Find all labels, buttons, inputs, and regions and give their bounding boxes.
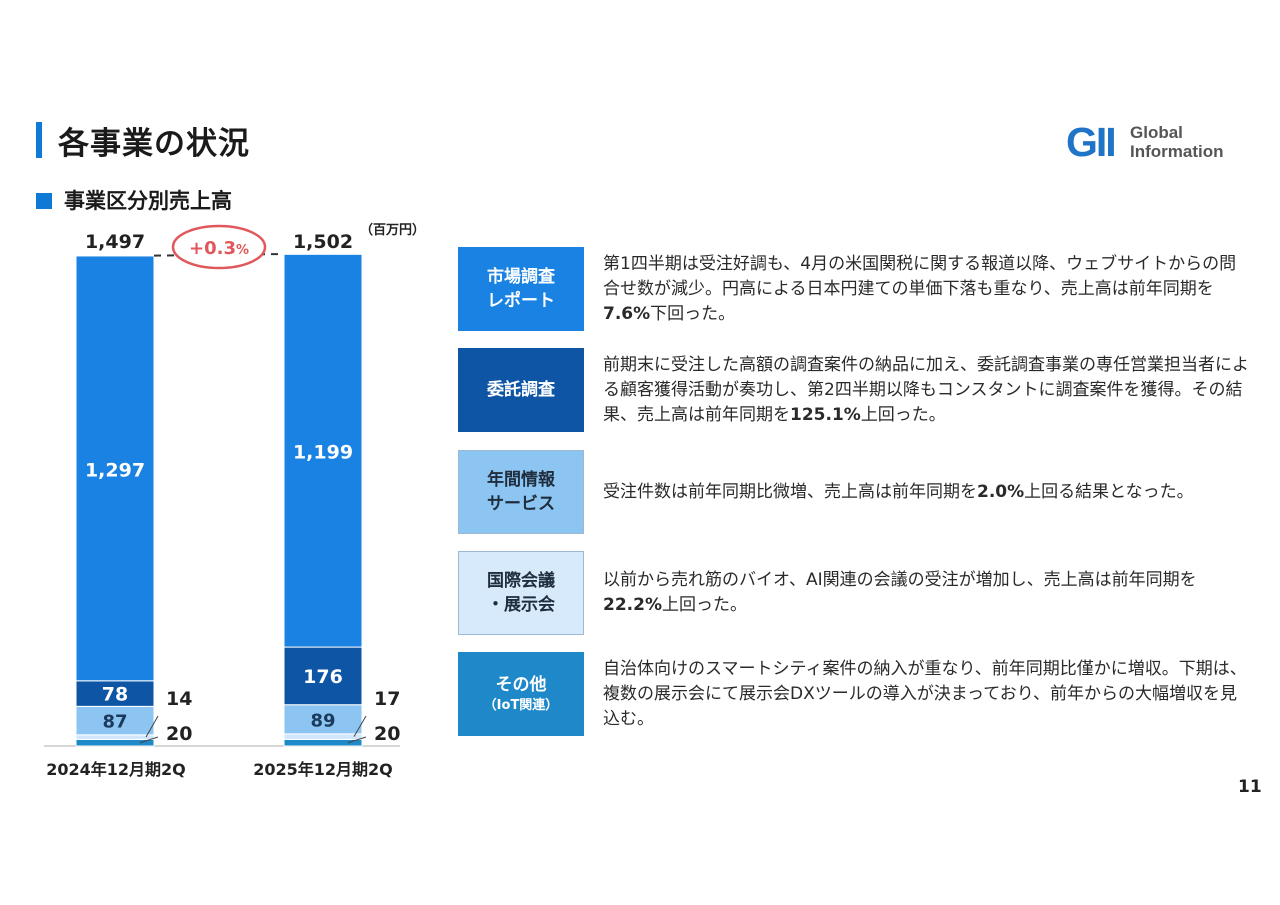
description-text: 上回った。 — [860, 404, 946, 425]
stacked-bar-chart: 1,297 78 87 14 20 1,497 2024年12月期2Q 1,199 176 89 1… — [44, 224, 400, 779]
bar-segment-0-4 — [75, 255, 155, 682]
segment-description-2: 受注件数は前年同期比微増、売上高は前年同期を2.0%上回る結果となった。 — [603, 480, 1253, 505]
segment-description-1: 前期末に受注した高額の調査案件の納品に加え、委託調査事業の専任営業担当者による顧… — [603, 353, 1253, 428]
segment-label-line: 委託調査 — [487, 380, 555, 400]
bar-segment-0-1 — [75, 734, 155, 740]
highlight-figure: 7.6% — [603, 303, 651, 324]
leader-line-0-1 — [145, 715, 159, 738]
segment-box-4: その他 （IoT関連） — [458, 652, 584, 736]
value-label-1-2: 89 — [310, 710, 335, 731]
description-text: 受注件数は前年同期比微増、売上高は前年同期を — [603, 481, 977, 502]
value-label-1-0: 20 — [374, 723, 400, 745]
bar-segment-0-2 — [75, 705, 155, 736]
segment-label-line: 市場調査 — [487, 267, 555, 287]
bar-segment-1-2 — [283, 704, 363, 735]
segment-sublabel: （IoT関連） — [483, 698, 559, 713]
title-accent-bar — [36, 122, 42, 158]
category-label-0: 2024年12月期2Q — [46, 760, 186, 779]
value-label-0-0: 20 — [166, 723, 192, 745]
bar-segment-1-3 — [283, 646, 363, 706]
change-ellipse — [171, 224, 267, 270]
value-label-0-4: 1,297 — [85, 459, 145, 481]
segment-description-0: 第1四半期は受注好調も、4月の米国関税に関する報道以降、ウェブサイトからの問合せ… — [603, 252, 1253, 327]
value-label-0-2: 87 — [102, 712, 127, 733]
segment-label-2: 年間情報 サービス — [487, 468, 555, 516]
company-logo: GII Global Information — [1066, 120, 1238, 164]
change-value: +0.3 — [189, 238, 236, 259]
segment-description-3: 以前から売れ筋のバイオ、AI関連の会議の受注が増加し、売上高は前年同期を 22.2… — [603, 568, 1253, 618]
section-marker-square — [36, 193, 52, 209]
segment-box-0: 市場調査 レポート — [458, 247, 584, 331]
description-text: 前期末に受注した高額の調査案件の納品に加え、委託調査事業の専任営業担当者による顧… — [603, 354, 1249, 425]
leader-line-1-0 — [347, 736, 367, 744]
segment-label-line: レポート — [487, 291, 555, 311]
segment-box-3: 国際会議 ・展示会 — [458, 551, 584, 635]
change-label: +0.3% — [189, 238, 249, 259]
segment-label-line: その他 — [495, 675, 547, 695]
segment-label-0: 市場調査 レポート — [487, 265, 555, 313]
total-label-1: 1,502 — [293, 231, 353, 253]
segment-label-3: 国際会議 ・展示会 — [487, 569, 555, 617]
description-text: 第1四半期は受注好調も、4月の米国関税に関する報道以降、ウェブサイトからの問合せ… — [603, 253, 1237, 299]
bar-segment-0-3 — [75, 680, 155, 707]
page-number: 11 — [1238, 777, 1262, 797]
value-label-1-4: 1,199 — [293, 442, 353, 464]
logo-wordmark: Global Information — [1130, 123, 1224, 161]
logo-line-1: Global — [1130, 123, 1183, 142]
value-label-0-1: 14 — [166, 688, 192, 710]
highlight-figure: 125.1% — [790, 404, 861, 425]
segment-label-line: サービス — [487, 494, 555, 514]
section-title: 事業区分別売上高 — [64, 189, 232, 213]
segment-label-line: 年間情報 — [487, 470, 555, 490]
segment-label-line: ・展示会 — [487, 595, 555, 615]
value-label-1-3: 176 — [303, 666, 343, 688]
bar-segment-0-0 — [75, 738, 155, 747]
leader-line-1-1 — [353, 715, 367, 737]
highlight-figure: 2.0% — [977, 481, 1025, 502]
segment-box-1: 委託調査 — [458, 348, 584, 432]
category-label-1: 2025年12月期2Q — [253, 760, 393, 779]
description-text: 上回った。 — [661, 595, 747, 615]
page-title: 各事業の状況 — [58, 126, 250, 162]
bar-segment-1-4 — [283, 253, 363, 648]
segment-label-line: 国際会議 — [487, 571, 555, 591]
unit-label: （百万円） — [360, 223, 426, 238]
segment-box-2: 年間情報 サービス — [458, 450, 584, 534]
leader-line-0-0 — [139, 736, 159, 744]
highlight-figure: 22.2% — [603, 595, 662, 615]
segment-label-1: 委託調査 — [487, 378, 555, 402]
description-text: 以前から売れ筋のバイオ、AI関連の会議の受注が増加し、売上高は前年同期を — [603, 570, 1197, 590]
description-text: 下回った。 — [650, 303, 736, 324]
change-unit: % — [236, 243, 249, 258]
value-label-1-1: 17 — [374, 688, 400, 710]
total-label-0: 1,497 — [85, 231, 145, 253]
segment-label-4: その他 （IoT関連） — [484, 673, 559, 715]
logo-line-2: Information — [1130, 142, 1224, 161]
description-text: 上回る結果となった。 — [1024, 481, 1194, 502]
bar-segment-1-0 — [283, 738, 363, 747]
bar-segment-1-1 — [283, 733, 363, 740]
value-label-0-3: 78 — [102, 684, 128, 706]
segment-description-4: 自治体向けのスマートシティ案件の納入が重なり、前年同期比僅かに増収。下期は、複数… — [603, 657, 1253, 732]
logo-mark: GII — [1066, 119, 1117, 165]
description-text: 自治体向けのスマートシティ案件の納入が重なり、前年同期比僅かに増収。下期は、複数… — [603, 658, 1247, 729]
